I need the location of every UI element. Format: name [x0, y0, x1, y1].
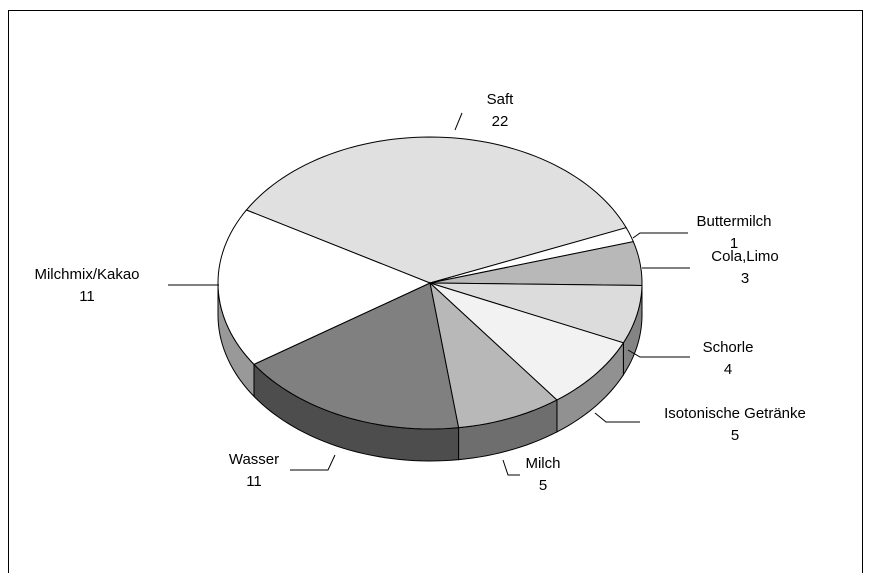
leader-line [594, 412, 640, 423]
leader-line [454, 112, 463, 131]
leader-line [290, 454, 336, 471]
pie-slice [429, 241, 643, 286]
slice-label: Isotonische Getränke [664, 405, 806, 422]
slice-value: 11 [246, 473, 262, 490]
pie-slice [253, 282, 460, 430]
slice-value: 3 [741, 270, 749, 287]
slice-value: 5 [731, 427, 739, 444]
slice-label: Wasser [229, 451, 279, 468]
slice-label: Schorle [703, 339, 754, 356]
pie-slice [429, 282, 643, 344]
pie-slice [217, 209, 432, 365]
slice-label: Cola,Limo [711, 248, 779, 265]
slice-value: 1 [730, 235, 738, 252]
pie-slice [429, 282, 625, 401]
slice-value: 22 [492, 113, 509, 130]
slice-label: Milch [525, 455, 560, 472]
slice-value: 5 [539, 477, 547, 494]
slice-label: Buttermilch [696, 213, 771, 230]
slice-value: 4 [724, 361, 732, 378]
slice-value: 11 [79, 288, 95, 305]
slice-label: Milchmix/Kakao [34, 266, 139, 283]
leader-line [632, 232, 688, 239]
pie-slice [429, 281, 558, 429]
slice-label: Saft [487, 91, 515, 108]
chart-frame [8, 10, 863, 573]
leader-line [502, 459, 520, 476]
leader-line [627, 349, 690, 358]
pie-slice [245, 136, 627, 284]
